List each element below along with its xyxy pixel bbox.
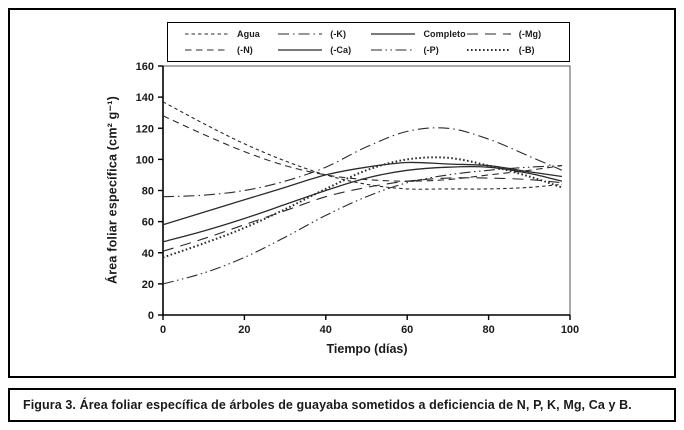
series-line-completo (162, 161, 562, 226)
y-tick-label: 100 (136, 154, 154, 166)
figure-panel: 0 20 40 60 80 100 120 140 160 0 20 40 60 80 100 Agua (-… (8, 8, 676, 378)
legend-item-n: (-N) (184, 43, 277, 57)
series-line-mg (162, 177, 562, 252)
y-tick-label: 160 (136, 61, 154, 73)
series-line-k (162, 127, 563, 198)
series-line-agua (162, 101, 562, 190)
x-tick-label: 0 (160, 324, 166, 336)
legend-label: Agua (237, 29, 260, 39)
figure-caption-box: Figura 3. Área foliar específica de árbo… (8, 388, 676, 422)
figure-caption: Figura 3. Área foliar específica de árbo… (23, 398, 632, 412)
legend-line-sample (371, 49, 416, 51)
legend-item-p: (-P) (370, 43, 465, 57)
legend-label: (-Ca) (330, 45, 352, 55)
legend-item-ca: (-Ca) (277, 43, 370, 57)
series-line-p (162, 165, 562, 285)
legend-line-sample (185, 49, 229, 51)
legend-label: (-P) (423, 45, 439, 55)
legend-item-mg: (-Mg) (466, 27, 559, 41)
legend-line-sample (466, 33, 511, 35)
y-tick-label: 80 (142, 186, 154, 198)
chart-legend: Agua (-K) Completo (-Mg) (-N) (-Ca) (-P) (-B) (167, 22, 570, 62)
y-tick-label: 20 (142, 279, 154, 291)
x-tick-label: 80 (482, 324, 494, 336)
legend-label: (-K) (330, 29, 347, 39)
legend-line-sample (278, 49, 323, 51)
series-line-b (162, 156, 563, 259)
legend-item-agua: Agua (184, 27, 277, 41)
plot-border (162, 65, 571, 316)
legend-item-k: (-K) (277, 27, 370, 41)
y-tick-label: 40 (142, 248, 154, 260)
legend-line-sample (278, 33, 323, 35)
x-axis-title: Tiempo (días) (326, 342, 408, 356)
series-line-ca (162, 165, 563, 243)
x-tick-label: 40 (320, 324, 332, 336)
line-chart-plot: 0 20 40 60 80 100 120 140 160 0 20 40 60 80 100 (136, 61, 580, 336)
legend-line-sample (466, 49, 511, 51)
legend-line-sample (371, 33, 416, 35)
legend-line-sample (185, 33, 229, 35)
y-tick-label: 60 (142, 217, 154, 229)
legend-label: Completo (423, 29, 466, 39)
y-tick-label: 120 (136, 123, 154, 135)
legend-label: (-N) (237, 45, 253, 55)
legend-item-b: (-B) (466, 43, 559, 57)
y-tick-label: 0 (148, 310, 154, 322)
x-tick-label: 20 (238, 324, 250, 336)
series-line-n (162, 115, 562, 182)
legend-label: (-B) (518, 45, 535, 55)
y-axis-title: Área foliar específica (cm² g⁻¹) (105, 95, 120, 285)
x-tick-label: 60 (401, 324, 413, 336)
x-tick-label: 100 (561, 324, 579, 336)
y-tick-label: 140 (136, 92, 154, 104)
legend-item-completo: Completo (370, 27, 466, 41)
legend-label: (-Mg) (518, 29, 542, 39)
